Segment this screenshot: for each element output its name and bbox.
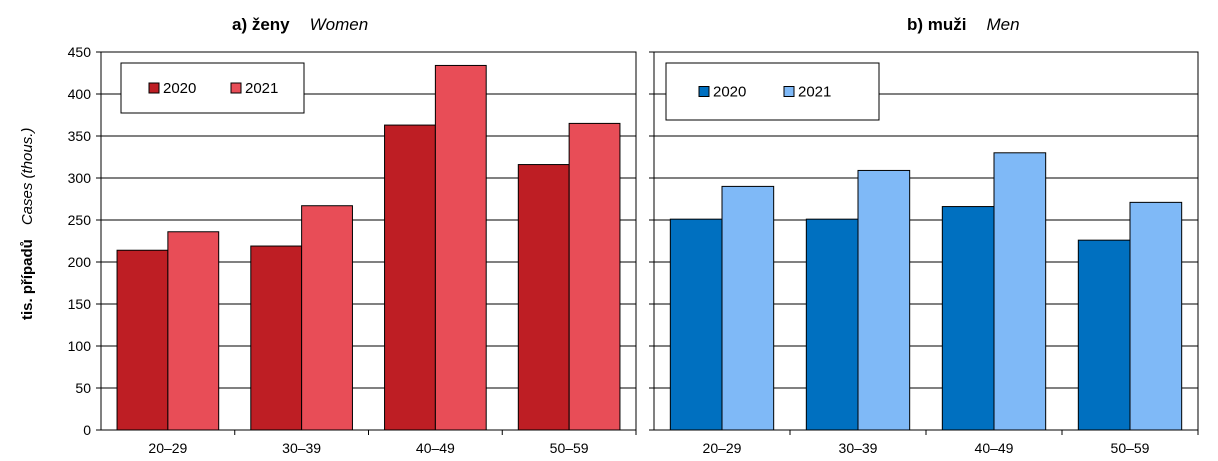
legend-swatch-2020 (148, 82, 160, 94)
x-tick-label: 50–59 (550, 440, 589, 456)
bar-2021-50–59 (1129, 201, 1183, 431)
y-tick-label: 100 (68, 338, 92, 354)
panel-a-title-cz: a) ženy (232, 15, 290, 34)
y-tick-label: 350 (68, 128, 92, 144)
legend-label-2021: 2021 (245, 80, 278, 97)
bar-2021-40–49 (434, 64, 487, 431)
y-tick-label: 150 (68, 296, 92, 312)
bar-2021-50–59 (568, 122, 621, 431)
bar-2020-20–29 (669, 218, 723, 431)
x-tick-label: 30–39 (282, 440, 321, 456)
y-tick-label: 50 (75, 380, 91, 396)
legend-swatch-2021 (230, 82, 242, 94)
y-tick-label: 400 (68, 86, 92, 102)
x-tick-label: 20–29 (148, 440, 187, 456)
x-tick-label: 50–59 (1111, 440, 1150, 456)
bar-2020-50–59 (517, 164, 570, 431)
legend-label-2020: 2020 (163, 80, 196, 97)
x-tick-label: 20–29 (703, 440, 742, 456)
panel-women: 0 50 100 150 200 250 300 350 400 450 20–29 30–39 40–… (68, 44, 637, 456)
y-tick-label: 0 (83, 422, 91, 438)
y-axis-label: tis. případů Cases (thous.) (19, 128, 36, 320)
y-tick-label: 250 (68, 212, 92, 228)
bar-2020-30–39 (250, 245, 303, 431)
bar-2021-20–29 (721, 185, 775, 431)
y-tick-label: 200 (68, 254, 92, 270)
bar-2020-40–49 (941, 206, 995, 431)
bar-2020-50–59 (1077, 239, 1131, 431)
bar-2020-40–49 (384, 124, 436, 431)
legend-swatch-2021 (783, 86, 795, 97)
legend-swatch-2020 (698, 86, 710, 97)
y-axis-label-cz: tis. případů (19, 239, 36, 320)
panel-b-title: b) muži Men (907, 15, 1020, 34)
panel-a-title-en: Women (310, 15, 369, 34)
bar-2021-20–29 (167, 231, 220, 431)
x-tick-label: 40–49 (416, 440, 455, 456)
legend-label-2020: 2020 (713, 84, 746, 101)
bar-2020-20–29 (116, 249, 169, 431)
panel-b-title-en: Men (987, 15, 1020, 34)
x-tick-label: 40–49 (975, 440, 1014, 456)
y-tick-label: 300 (68, 170, 92, 186)
y-tick-label: 450 (68, 44, 92, 60)
bar-2021-40–49 (993, 152, 1047, 431)
panel-men: 20–29 30–39 40–49 50–59 2020 2021 (649, 51, 1199, 456)
bar-2021-30–39 (857, 169, 911, 431)
bar-2020-30–39 (805, 218, 859, 431)
panel-a-title: a) ženy Women (232, 15, 368, 34)
legend-box (665, 62, 880, 121)
y-axis-label-en: Cases (thous.) (19, 128, 36, 226)
panel-b-title-cz: b) muži (907, 15, 967, 34)
legend-label-2021: 2021 (798, 84, 831, 101)
bar-2021-30–39 (301, 205, 353, 431)
x-tick-label: 30–39 (839, 440, 878, 456)
